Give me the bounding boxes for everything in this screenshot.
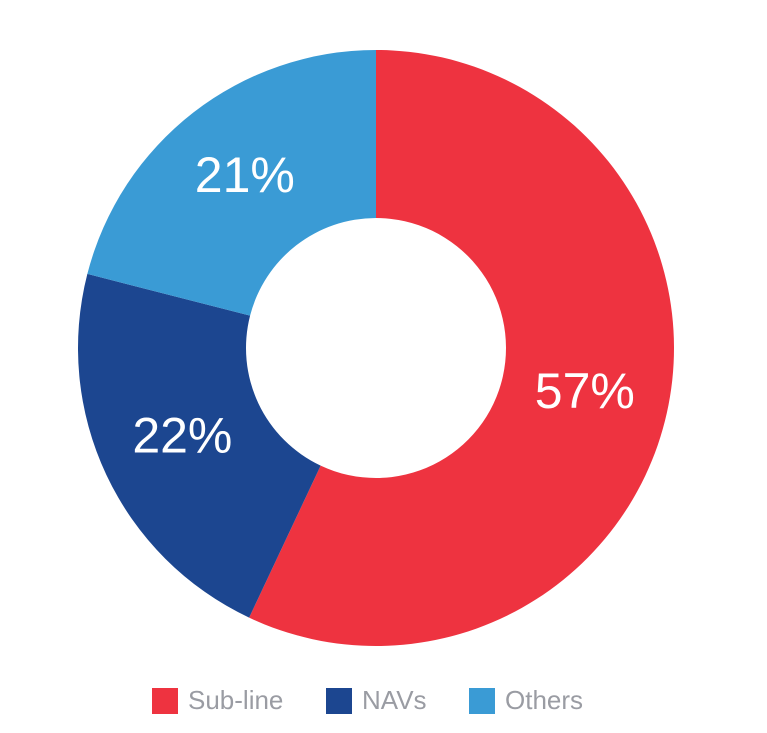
donut-slice [87,50,377,316]
donut-slice [78,273,321,618]
legend-label: NAVs [362,685,427,715]
legend-swatch [469,688,495,714]
legend-label: Others [505,685,583,715]
legend-swatch [326,688,352,714]
value-label: 22% [132,407,232,463]
legend-label: Sub-line [188,685,283,715]
legend-swatch [152,688,178,714]
value-label: 21% [195,147,295,203]
donut-slice [249,50,675,646]
value-label: 57% [535,363,635,419]
